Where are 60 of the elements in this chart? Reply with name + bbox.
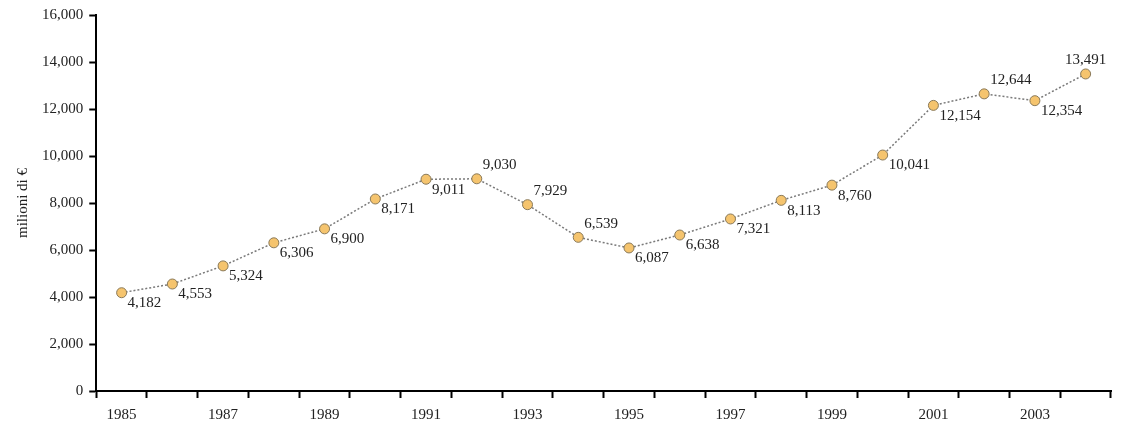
data-label: 8,171: [381, 200, 416, 217]
x-tick-label: 1993: [512, 405, 543, 422]
data-label: 7,929: [533, 182, 568, 199]
point: [572, 231, 584, 243]
point: [1029, 95, 1041, 107]
data-label: 6,539: [584, 214, 619, 231]
x-tick-label: 1985: [106, 405, 137, 422]
point: [877, 149, 889, 161]
y-tick-label: 6,000: [49, 240, 84, 257]
point: [471, 173, 483, 185]
point: [319, 223, 331, 235]
x-tick-label: 1999: [816, 405, 847, 422]
y-tick-label: 0: [75, 381, 84, 398]
y-tick-label: 16,000: [42, 5, 84, 22]
point: [268, 237, 280, 249]
x-tick-label: 1991: [411, 405, 442, 422]
data-label: 10,041: [888, 156, 930, 173]
point: [927, 99, 939, 111]
data-label: 4,553: [178, 285, 213, 302]
data-label: 6,900: [330, 230, 365, 247]
data-label: 9,011: [432, 180, 466, 197]
x-tick-label: 1989: [309, 405, 340, 422]
data-label: 8,113: [787, 201, 821, 218]
point: [420, 173, 432, 185]
data-label: 9,030: [482, 156, 517, 173]
point: [369, 193, 381, 205]
point: [623, 242, 635, 254]
data-label: 6,087: [634, 249, 670, 266]
y-tick-label: 2,000: [49, 334, 84, 351]
data-label: 12,154: [939, 106, 982, 123]
y-tick-label: 8,000: [49, 193, 84, 210]
y-tick-label: 12,000: [42, 99, 84, 116]
y-tick-label: 14,000: [42, 52, 84, 69]
x-tick-label: 1987: [208, 405, 239, 422]
data-label: 5,324: [229, 267, 264, 284]
point: [522, 199, 534, 211]
x-tick-label: 1997: [715, 405, 746, 422]
point: [116, 287, 128, 299]
point: [978, 88, 990, 100]
data-label: 12,644: [990, 71, 1032, 88]
point: [166, 278, 178, 290]
point: [217, 260, 229, 272]
y-axis-title: milioni di €: [13, 167, 30, 239]
data-label: 6,306: [279, 244, 315, 261]
x-tick-label: 2001: [918, 405, 949, 422]
data-label: 6,638: [685, 236, 720, 253]
y-tick-label: 10,000: [42, 146, 84, 163]
data-label: 13,491: [1065, 51, 1107, 68]
point: [775, 194, 787, 206]
point: [724, 213, 736, 225]
point: [1080, 68, 1092, 80]
x-tick-label: 1995: [613, 405, 644, 422]
data-label: 12,354: [1040, 102, 1083, 119]
data-label: 8,760: [837, 186, 872, 203]
data-label: 4,182: [127, 294, 162, 311]
point: [826, 179, 838, 191]
y-tick-label: 4,000: [49, 287, 84, 304]
x-tick-label: 2003: [1019, 405, 1050, 422]
point: [674, 229, 686, 241]
data-label: 7,321: [736, 220, 771, 237]
